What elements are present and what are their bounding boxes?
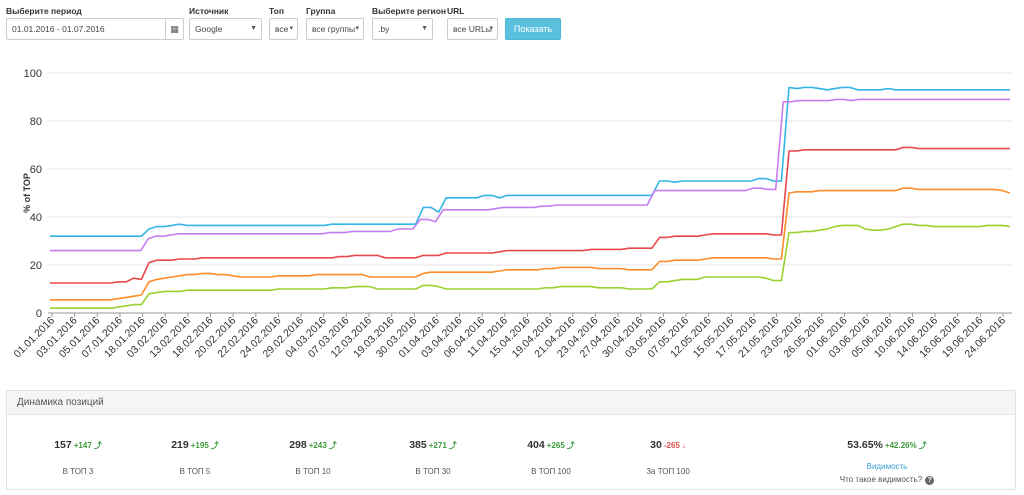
series-line xyxy=(50,187,1011,301)
visibility-question: Что такое видимость?? xyxy=(822,475,952,485)
series-line xyxy=(50,223,1011,310)
arrow-up-icon: ⤴ xyxy=(566,441,575,450)
chevron-down-icon: ▼ xyxy=(421,25,428,32)
visibility-value: 53.65% xyxy=(847,439,883,451)
y-tick-label: 0 xyxy=(36,308,42,320)
visibility-question-text: Что такое видимость? xyxy=(839,475,923,484)
period-value: 01.01.2016 - 01.07.2016 xyxy=(12,24,105,34)
chevron-down-icon: ▾ xyxy=(355,25,359,32)
group-value: все группы xyxy=(312,24,356,34)
source-label: Источник xyxy=(189,6,229,16)
source-value: Google xyxy=(195,24,223,34)
url-select[interactable]: все URLы ▾ xyxy=(447,18,498,40)
stat-value: 30 xyxy=(650,439,662,451)
chevron-down-icon: ▼ xyxy=(250,25,257,32)
stat-value: 404 xyxy=(527,439,545,451)
stat-delta: +271 xyxy=(428,441,447,450)
y-tick-label: 40 xyxy=(30,212,42,224)
series-line xyxy=(50,86,1010,237)
stat-label: В ТОП 100 xyxy=(531,467,571,476)
region-label: Выберите регион xyxy=(372,6,447,16)
stat-item: 298 +243 ⤴ В ТОП 10 xyxy=(258,435,368,476)
url-value: все URLы xyxy=(453,24,492,34)
group-label: Группа xyxy=(306,6,336,16)
period-label: Выберите период xyxy=(6,6,82,16)
visibility-delta: +42.26% xyxy=(884,441,917,450)
stat-item: 385 +271 ⤴ В ТОП 30 xyxy=(378,435,488,476)
chevron-down-icon: ▾ xyxy=(489,25,493,32)
arrow-up-icon: ⤴ xyxy=(448,441,457,450)
region-select[interactable]: .by ▼ xyxy=(372,18,433,40)
y-tick-label: 100 xyxy=(24,68,42,80)
stat-value: 298 xyxy=(289,439,307,451)
top-select[interactable]: все ▾ xyxy=(269,18,298,40)
stat-label: В ТОП 3 xyxy=(62,467,94,476)
chevron-down-icon: ▾ xyxy=(289,25,293,32)
visibility-link[interactable]: Видимость xyxy=(866,462,908,471)
question-circle-icon[interactable]: ? xyxy=(925,476,935,485)
stat-label: За ТОП 100 xyxy=(646,467,690,476)
stat-label: В ТОП 10 xyxy=(295,467,331,476)
arrow-up-icon: ⤴ xyxy=(210,441,219,450)
y-tick-label: 60 xyxy=(30,164,42,176)
positions-dynamics-panel: Динамика позиций 157 +147 ⤴ В ТОП 3 219 +195 ⤴… xyxy=(6,390,1016,490)
stat-item: 30 -265 ↓ За ТОП 100 xyxy=(613,435,723,476)
calendar-icon[interactable]: ▦ xyxy=(165,19,183,39)
stat-delta: +243 xyxy=(308,441,327,450)
stat-item: 219 +195 ⤴ В ТОП 5 xyxy=(140,435,250,476)
group-select[interactable]: все группы ▾ xyxy=(306,18,364,40)
stat-delta: -265 xyxy=(663,441,680,450)
arrow-up-icon: ⤴ xyxy=(328,441,337,450)
filters-bar: Выберите период 01.01.2016 - 01.07.2016 … xyxy=(0,0,1024,44)
show-button[interactable]: Показать xyxy=(505,18,561,40)
stat-item: 404 +265 ⤴ В ТОП 100 xyxy=(496,435,606,476)
y-tick-label: 80 xyxy=(30,116,42,128)
panel-title: Динамика позиций xyxy=(7,391,1015,415)
arrow-up-icon: ⤴ xyxy=(93,441,102,450)
source-select[interactable]: Google ▼ xyxy=(189,18,262,40)
url-label: URL xyxy=(447,6,465,16)
series-line xyxy=(50,98,1010,252)
stat-item: 157 +147 ⤴ В ТОП 3 xyxy=(23,435,133,476)
stat-delta: +195 xyxy=(190,441,209,450)
stat-label: В ТОП 30 xyxy=(415,467,451,476)
stat-delta: +147 xyxy=(73,441,92,450)
visibility-stat: 53.65% +42.26% ⤴ Видимость Что такое видим… xyxy=(822,435,952,485)
stat-value: 219 xyxy=(171,439,189,451)
y-axis-label: % of TOP xyxy=(22,173,32,213)
stat-label: В ТОП 5 xyxy=(179,467,211,476)
stat-value: 385 xyxy=(409,439,427,451)
arrow-up-icon: ⤴ xyxy=(918,441,927,450)
top-value: все xyxy=(275,24,289,34)
top-label: Топ xyxy=(269,6,284,16)
arrow-down-icon: ↓ xyxy=(681,441,686,450)
stat-value: 157 xyxy=(54,439,72,451)
period-input[interactable]: 01.01.2016 - 01.07.2016 ▦ xyxy=(6,18,184,40)
region-value: .by xyxy=(378,24,390,34)
stat-delta: +265 xyxy=(546,441,565,450)
series-line xyxy=(50,146,1010,284)
y-tick-label: 20 xyxy=(30,260,42,272)
